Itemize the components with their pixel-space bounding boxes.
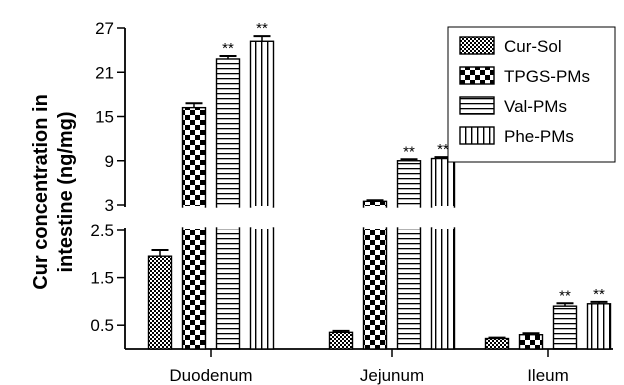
bar-2-2-body — [552, 305, 578, 350]
bar-2-0-body — [484, 337, 510, 350]
bar-0-3-upper — [249, 40, 275, 208]
bar-0-1-upper — [181, 106, 207, 208]
bar-1-2-upper — [396, 160, 422, 208]
significance-0-2: ** — [222, 40, 234, 57]
bar-2-2: ** — [552, 287, 578, 350]
bar-2-0 — [484, 336, 510, 350]
y-axis-title-line-2: intestine (ng/mg) — [55, 111, 77, 272]
bar-1-3: ** — [430, 141, 456, 350]
y-tick-upper-1: 9 — [105, 152, 114, 171]
legend: Cur-Sol TPGS-PMs Val-PMs Phe-PMs — [447, 26, 616, 163]
legend-label-0: Cur-Sol — [504, 37, 562, 56]
legend-label-3: Phe-PMs — [504, 127, 574, 146]
bar-0-2-lower — [215, 227, 241, 350]
bar-0-2-upper — [215, 58, 241, 208]
bar-0-1 — [181, 102, 207, 350]
significance-1-3: ** — [437, 141, 449, 158]
legend-swatch-1 — [459, 66, 495, 85]
bar-0-0-body — [147, 255, 173, 350]
y-tick-lower-1: 1.5 — [90, 269, 114, 288]
bar-2-3: ** — [586, 286, 612, 350]
y-tick-upper-3: 21 — [95, 63, 114, 82]
legend-swatch-2 — [459, 96, 495, 115]
legend-item-1: TPGS-PMs — [459, 66, 590, 86]
bar-1-1 — [362, 199, 388, 350]
bar-0-2: ** — [215, 40, 241, 350]
significance-1-2: ** — [403, 143, 415, 160]
bar-0-3: ** — [249, 20, 275, 350]
bar-1-1-lower — [362, 227, 388, 350]
bar-1-3-upper — [430, 157, 456, 208]
legend-label-2: Val-PMs — [504, 97, 567, 116]
category-label-2: Ileum — [527, 366, 569, 385]
y-axis-title: Cur concentration in intestine (ng/mg) — [30, 94, 77, 290]
category-labels: Duodenum Jejunum Ileum — [169, 366, 568, 385]
y-tick-upper-0: 3 — [105, 196, 114, 215]
bar-2-1 — [518, 332, 544, 350]
bar-1-0 — [328, 329, 354, 350]
y-tick-upper-4: 27 — [95, 19, 114, 38]
bar-0-3-lower — [249, 227, 275, 350]
bar-0-1-lower — [181, 227, 207, 350]
significance-2-2: ** — [559, 287, 571, 304]
bar-2-1-body — [518, 334, 544, 350]
bars: ** ** ** ** ** ** — [147, 20, 612, 350]
bar-1-2: ** — [396, 143, 422, 350]
bar-1-2-lower — [396, 227, 422, 350]
legend-item-0: Cur-Sol — [459, 36, 562, 56]
y-axis-title-line-1: Cur concentration in — [30, 94, 52, 290]
significance-0-3: ** — [256, 20, 268, 37]
y-tick-lower-2: 2.5 — [90, 221, 114, 240]
legend-label-1: TPGS-PMs — [504, 67, 590, 86]
bar-0-0 — [147, 248, 173, 350]
legend-item-3: Phe-PMs — [459, 126, 574, 146]
category-label-1: Jejunum — [360, 366, 424, 385]
legend-swatch-3 — [459, 126, 495, 145]
legend-item-2: Val-PMs — [459, 96, 567, 116]
bar-2-3-body — [586, 303, 612, 350]
category-label-0: Duodenum — [169, 366, 252, 385]
y-tick-lower-0: 0.5 — [90, 316, 114, 335]
bar-1-0-body — [328, 331, 354, 350]
bar-1-3-lower — [430, 227, 456, 350]
significance-2-3: ** — [593, 286, 605, 303]
y-tick-upper-2: 15 — [95, 108, 114, 127]
legend-swatch-0 — [459, 36, 495, 55]
